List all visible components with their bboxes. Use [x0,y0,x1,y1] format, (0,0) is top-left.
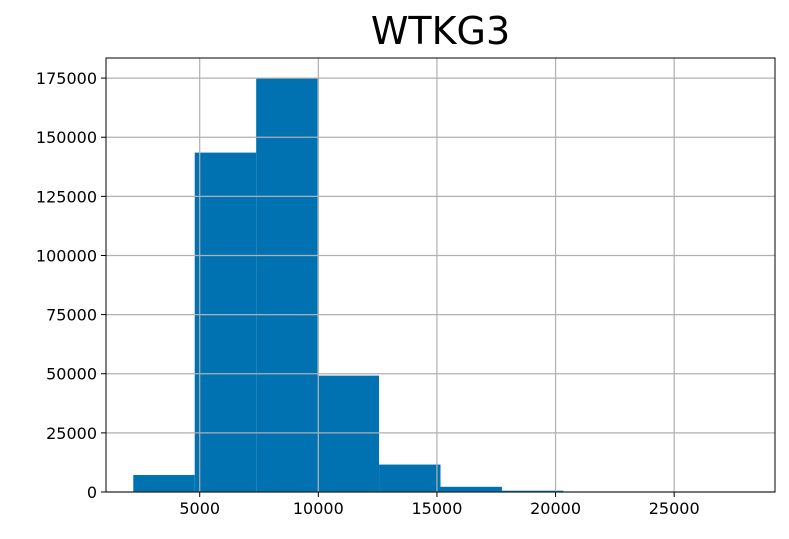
x-tick-label: 15000 [411,499,462,518]
histogram-bar [317,375,380,492]
plot-frame [105,57,776,493]
x-tick-label: 25000 [649,499,700,518]
y-tick-label: 175000 [36,69,97,88]
histogram-bar [440,486,502,492]
histogram-bar [501,490,564,492]
x-tick-label: 10000 [293,499,344,518]
y-tick-label: 25000 [46,424,97,443]
histogram-bar [194,152,257,492]
y-tick-label: 50000 [46,365,97,384]
x-tick-label: 20000 [530,499,581,518]
axes: 5000 10000 15000 20000 25000 0 25000 50000 75000… [36,69,700,518]
histogram-bar [256,78,318,492]
chart-title: WTKG3 [371,9,510,53]
histogram-bar [379,464,441,492]
y-tick-label: 100000 [36,246,97,265]
y-tick-label: 150000 [36,128,97,147]
histogram-bar [133,474,195,492]
bars [133,78,748,492]
y-tick-label: 0 [87,483,97,502]
y-tick-label: 125000 [36,187,97,206]
y-tick-label: 75000 [46,306,97,325]
grid [106,58,775,493]
x-tick-label: 5000 [179,499,220,518]
